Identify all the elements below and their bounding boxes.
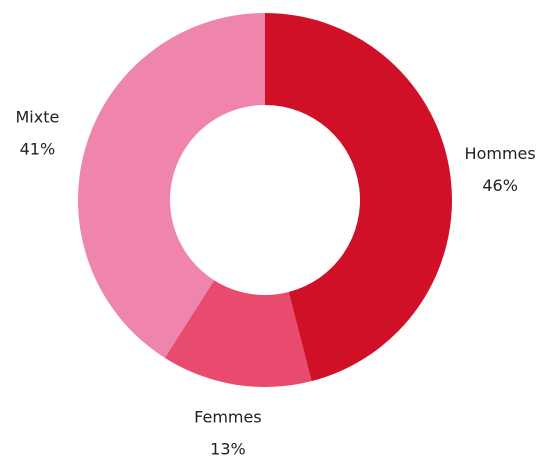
slice bbox=[265, 13, 453, 382]
slice-label: Hommes bbox=[465, 144, 536, 163]
slice-value-label: 13% bbox=[210, 440, 246, 457]
slice-label: Femmes bbox=[194, 408, 262, 427]
slice bbox=[77, 13, 265, 358]
slice-value-label: 41% bbox=[20, 139, 56, 158]
slice-label: Mixte bbox=[15, 107, 59, 126]
slice-value-label: 46% bbox=[482, 176, 518, 195]
slice bbox=[164, 280, 312, 388]
